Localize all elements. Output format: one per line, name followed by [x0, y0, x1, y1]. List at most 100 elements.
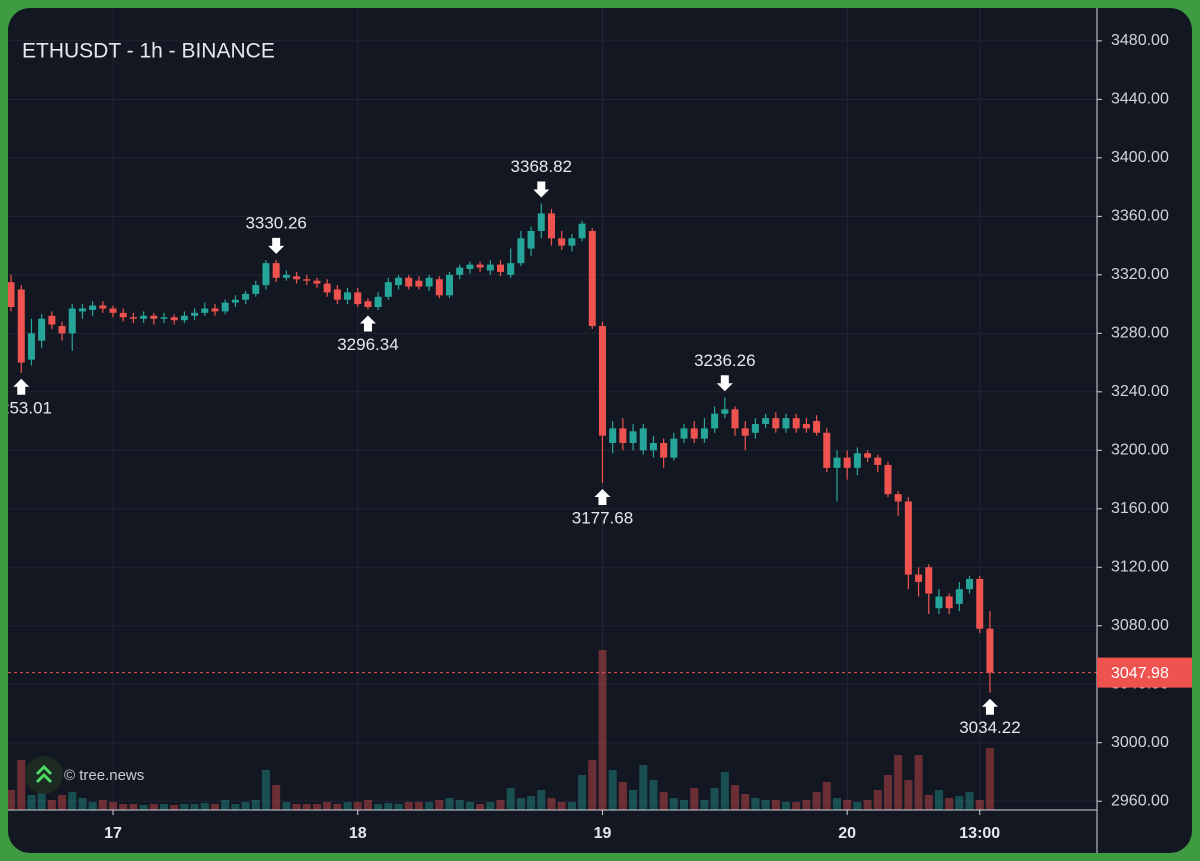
- volume-bar: [853, 802, 862, 810]
- candle-body: [364, 301, 372, 308]
- volume-bar: [180, 804, 189, 810]
- candle-body: [160, 317, 168, 319]
- candle-body: [191, 312, 199, 316]
- candle-body: [89, 305, 97, 310]
- candle-body: [690, 428, 698, 439]
- volume-bar: [486, 802, 495, 810]
- volume-bar: [537, 790, 546, 810]
- volume-bar: [302, 804, 311, 810]
- volume-bar: [241, 802, 250, 810]
- volume-bar: [894, 755, 903, 810]
- candle-body: [99, 305, 107, 309]
- watermark: © tree.news: [64, 767, 144, 784]
- candle-body: [558, 238, 566, 246]
- y-tick-label: 2960.00: [1111, 792, 1169, 809]
- candle-body: [772, 418, 780, 429]
- candle-body: [68, 308, 76, 334]
- last-price-label: 3047.98: [1111, 665, 1169, 682]
- candle-body: [466, 264, 474, 269]
- volume-bar: [78, 798, 87, 810]
- candle-body: [231, 299, 239, 303]
- volume-bar: [782, 802, 791, 810]
- y-tick-label: 3400.00: [1111, 149, 1169, 166]
- candle-body: [884, 464, 892, 495]
- candle-body: [119, 312, 127, 318]
- candle-body: [446, 274, 454, 296]
- last-price-box: [1097, 657, 1192, 688]
- volume-bar: [394, 804, 403, 810]
- volume-bar: [425, 802, 434, 810]
- volume-bar: [170, 805, 179, 810]
- candle-body: [762, 418, 770, 424]
- y-tick-label: 3240.00: [1111, 383, 1169, 400]
- candle-body: [303, 279, 311, 281]
- annotation-label: 3296.34: [337, 335, 398, 354]
- candle-body: [843, 457, 851, 468]
- candle-body: [945, 596, 953, 609]
- candle-body: [486, 264, 494, 271]
- candle-body: [547, 213, 555, 239]
- volume-bar: [598, 650, 607, 810]
- volume-bar: [812, 792, 821, 810]
- candle-body: [925, 567, 933, 594]
- candle-body: [864, 453, 872, 458]
- candle-body: [874, 457, 882, 465]
- volume-bar: [516, 798, 525, 810]
- candle-body: [170, 317, 178, 321]
- volume-bar: [231, 804, 240, 810]
- annotation-arrow: [716, 375, 733, 392]
- volume-bar: [832, 798, 841, 810]
- candle-body: [751, 423, 759, 433]
- volume-bar: [221, 800, 230, 810]
- grid: [8, 8, 1097, 810]
- volume-bar: [792, 802, 801, 810]
- candle-body: [354, 292, 362, 305]
- annotation-arrow: [13, 378, 30, 395]
- candle-body: [598, 326, 606, 436]
- chart-title: ETHUSDT - 1h - BINANCE: [22, 40, 275, 63]
- volume-bar: [527, 796, 536, 810]
- volume-bar: [588, 760, 597, 810]
- candle-body: [935, 596, 943, 609]
- volume-bar: [8, 790, 16, 810]
- candle-body: [17, 289, 25, 363]
- candle-body: [140, 315, 148, 319]
- x-tick-label: 20: [838, 825, 856, 842]
- volume-bar: [567, 802, 576, 810]
- y-tick-label: 3320.00: [1111, 266, 1169, 283]
- annotation-arrow: [981, 698, 998, 715]
- volume-bar: [761, 800, 770, 810]
- volume-bar: [904, 780, 913, 810]
- candle-body: [109, 308, 117, 313]
- volume-bar: [476, 804, 485, 810]
- volume-bar: [751, 798, 760, 810]
- volume-bar: [700, 800, 709, 810]
- volume-bar: [129, 804, 138, 810]
- candle-body: [537, 213, 545, 231]
- candle-body: [272, 263, 280, 278]
- candle-body: [802, 423, 810, 429]
- candle-body: [578, 223, 586, 239]
- volume-bar: [618, 782, 627, 810]
- candle-body: [609, 428, 617, 443]
- candle-body: [374, 296, 382, 308]
- candle-body: [813, 421, 821, 433]
- volume-bar: [109, 802, 118, 810]
- candle-body: [782, 418, 790, 429]
- candle-body: [629, 431, 637, 443]
- y-tick-label: 3160.00: [1111, 500, 1169, 517]
- candle-body: [619, 428, 627, 443]
- volume-bar: [945, 798, 954, 810]
- candle-body: [700, 428, 708, 439]
- candle-body: [955, 589, 963, 604]
- candle-body: [915, 574, 923, 582]
- annotation-arrow: [359, 315, 376, 332]
- candle-body: [904, 501, 912, 575]
- candle-body: [262, 263, 270, 286]
- candle-body: [8, 282, 15, 308]
- volume-bar: [47, 800, 56, 810]
- volume-bar: [282, 802, 291, 810]
- candle-body: [894, 494, 902, 502]
- candle-body: [721, 409, 729, 414]
